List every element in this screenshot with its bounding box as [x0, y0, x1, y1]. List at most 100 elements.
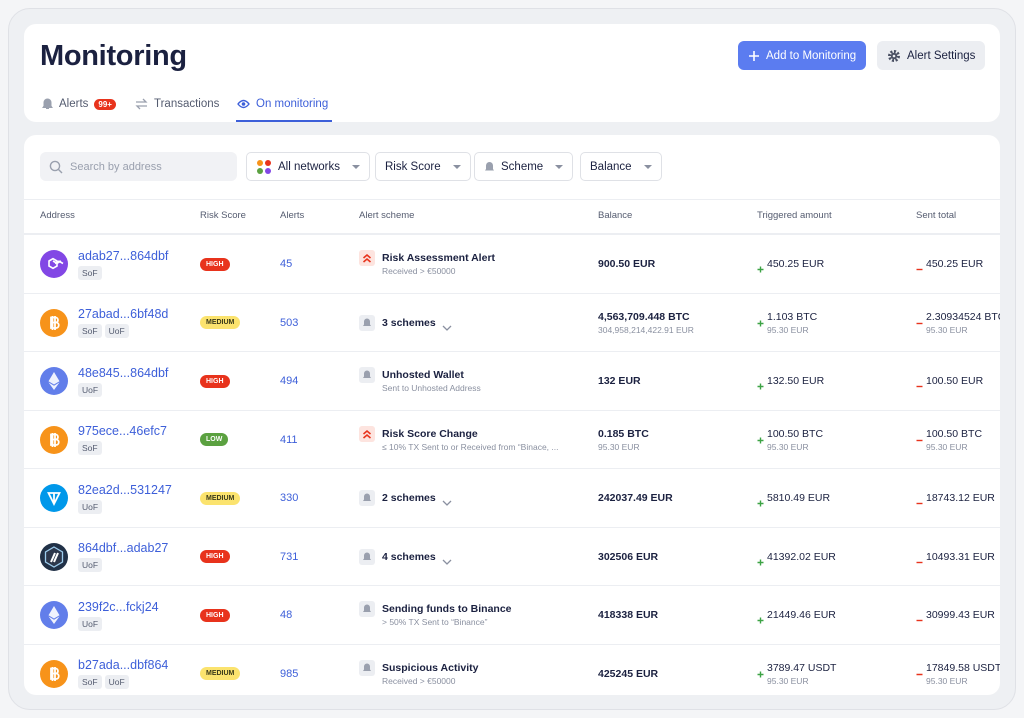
chevron[interactable]: [442, 553, 452, 565]
address-block: 48e845...864dbf UoF: [78, 366, 168, 397]
sent-sub: 95.30 EUR: [926, 324, 968, 335]
sign: [757, 314, 764, 326]
alerts-count: 330: [280, 492, 299, 504]
sent-cell: 100.50 EUR: [916, 352, 983, 410]
scheme-subtitle: ≤ 10% TX Sent to or Received from “Binac…: [382, 441, 559, 452]
triggered-cell: 21449.46 EUR: [757, 586, 836, 644]
tab-badge: 99+: [94, 98, 116, 110]
tags: UoF: [78, 382, 168, 397]
scheme-cell: Risk Score Change ≤ 10% TX Sent to or Rec…: [359, 411, 558, 469]
address-cell: 239f2c...fckj24 UoF: [40, 586, 159, 644]
tab-monitoring[interactable]: On monitoring: [237, 96, 328, 112]
alerts-cell: 45: [280, 235, 292, 293]
sign: [916, 494, 923, 505]
address[interactable]: 82ea2d...531247: [78, 482, 172, 497]
tab-alerts[interactable]: Alerts 99+: [42, 96, 116, 112]
sent-cell: 100.50 BTC 95.30 EUR: [916, 411, 982, 469]
scheme-cell: 4 schemes: [359, 528, 452, 586]
tag: SoF: [78, 441, 102, 455]
settings-button[interactable]: Alert Settings: [877, 41, 986, 70]
sent-cell: 10493.31 EUR: [916, 528, 995, 586]
column-header: Address: [40, 210, 75, 221]
sent-amount: 30999.43 EUR: [926, 609, 995, 621]
tab-label: On monitoring: [256, 98, 329, 110]
sign: [757, 553, 764, 565]
tag: UoF: [104, 324, 129, 338]
risk-pill: HIGH: [200, 257, 230, 271]
chevron[interactable]: [442, 494, 452, 506]
filter-label: Scheme: [501, 160, 544, 173]
alerts-cell: 731: [280, 528, 298, 586]
swap-icon: [135, 98, 148, 110]
chevron[interactable]: [442, 319, 452, 331]
scheme-title-row: Unhosted Wallet: [382, 369, 481, 381]
balance-filter[interactable]: Balance: [580, 152, 662, 181]
tag: SoF: [78, 324, 102, 338]
add-label: Add to Monitoring: [766, 49, 857, 62]
sent-cell: 30999.43 EUR: [916, 586, 995, 644]
scheme-title-row: 3 schemes: [382, 317, 452, 331]
scheme-subtitle: Received > €50000: [382, 675, 456, 686]
address[interactable]: 975ece...46efc7: [78, 424, 167, 438]
scheme-icon: [359, 425, 375, 442]
scheme-icon: [359, 250, 375, 266]
scheme-title: Unhosted Wallet: [382, 369, 464, 381]
tab-transactions[interactable]: Transactions: [135, 96, 219, 112]
column-header: Risk Score: [200, 210, 246, 221]
triggered-cell: 132.50 EUR: [757, 352, 824, 410]
filter-label: Balance: [590, 160, 632, 173]
bell-icon: [485, 161, 494, 170]
balance: 4,563,709.448 BTC: [598, 310, 690, 323]
balance: 132 EUR: [598, 375, 641, 387]
address[interactable]: b27ada...dbf864: [78, 658, 169, 672]
triggered-cell: 100.50 BTC 95.30 EUR: [757, 411, 823, 469]
scheme-block: Risk Score Change ≤ 10% TX Sent to or Rec…: [382, 428, 558, 452]
caret: [352, 164, 360, 169]
scheme-cell: 3 schemes: [359, 294, 452, 352]
scheme-filter[interactable]: Scheme: [474, 152, 574, 181]
add-button[interactable]: Add to Monitoring: [738, 41, 867, 70]
scheme-title: Suspicious Activity: [382, 661, 479, 674]
network-filter[interactable]: All networks: [246, 152, 370, 181]
triggered-amount: 41392.02 EUR: [767, 550, 836, 563]
scheme-title: Risk Assessment Alert: [382, 252, 496, 264]
caret: [555, 164, 564, 169]
scheme-cell: Sending funds to Binance > 50% TX Sent to…: [359, 586, 512, 644]
address-block: 975ece...46efc7 SoF: [78, 424, 167, 455]
address[interactable]: adab27...864dbf: [78, 248, 169, 263]
network-icon: [40, 425, 68, 454]
scheme-block: 3 schemes: [382, 317, 452, 331]
table-row: 48e845...864dbf UoF HIGH 494 Unhosted Wallet…: [24, 351, 1000, 410]
gear-icon: [888, 49, 900, 62]
address[interactable]: 239f2c...fckj24: [78, 599, 159, 614]
address[interactable]: 27abad...6bf48d: [78, 307, 169, 321]
tag: UoF: [78, 558, 103, 572]
network-icon: [40, 601, 68, 629]
balance-cell: 900.50 EUR: [598, 235, 655, 293]
risk-cell: LOW: [200, 411, 229, 469]
balance-cell: 425245 EUR: [598, 645, 658, 696]
risk-cell: HIGH: [200, 586, 230, 644]
scheme-block: 4 schemes: [382, 551, 452, 565]
balance-cell: 418338 EUR: [598, 586, 658, 644]
balance-cell: 132 EUR: [598, 352, 641, 410]
sent-amount: 18743.12 EUR: [926, 492, 995, 504]
tag: UoF: [104, 675, 129, 689]
table: Address Risk Score Alerts Alert scheme Balan…: [24, 135, 1000, 695]
column-header: Balance: [598, 210, 633, 221]
address[interactable]: 48e845...864dbf: [78, 365, 169, 380]
table-row: adab27...864dbf SoF HIGH 45 Risk Assessment …: [24, 234, 1000, 293]
table-card: Search by address All networks Risk Scor…: [24, 135, 1000, 695]
address[interactable]: 864dbf...adab27: [78, 541, 169, 555]
sent-cell: 17849.58 USDT 95.30 EUR: [916, 645, 1000, 696]
scheme-icon: [359, 548, 375, 565]
tag: UoF: [78, 616, 103, 631]
risk-pill: MEDIUM: [200, 491, 241, 505]
alerts-count: 985: [280, 667, 299, 680]
alerts-cell: 494: [280, 352, 298, 410]
network-icon: [40, 484, 68, 512]
table-row: 27abad...6bf48d SoF UoF MEDIUM 503 3 schemes 4…: [24, 292, 1000, 352]
search-box[interactable]: Search by address: [40, 152, 237, 181]
risk-filter[interactable]: Risk Score: [375, 152, 471, 181]
address-cell: adab27...864dbf SoF: [40, 235, 168, 293]
